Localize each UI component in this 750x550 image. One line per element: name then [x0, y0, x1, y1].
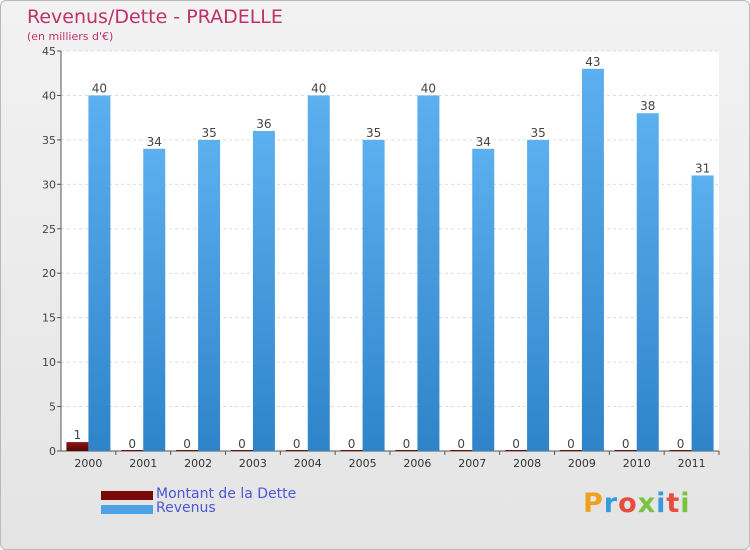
- data-label-revenus: 34: [147, 135, 162, 149]
- legend-swatch-dette: [101, 491, 153, 500]
- bar-dette: [614, 450, 637, 451]
- logo-letter: x: [637, 488, 657, 519]
- logo-letter: o: [618, 488, 638, 519]
- bar-revenus: [143, 148, 166, 451]
- data-label-dette: 0: [183, 437, 191, 451]
- data-label-dette: 0: [512, 437, 520, 451]
- x-tick-label: 2001: [129, 457, 157, 470]
- x-tick-label: 2011: [678, 457, 706, 470]
- bar-revenus: [252, 131, 275, 451]
- logo-letter: t: [666, 488, 681, 519]
- bar-dette: [66, 442, 89, 451]
- chart-title: Revenus/Dette - PRADELLE: [27, 6, 283, 28]
- bar-revenus: [307, 95, 330, 451]
- bar-dette: [176, 450, 199, 451]
- plot-area: [61, 51, 719, 451]
- x-tick-label: 2010: [623, 457, 651, 470]
- y-tick-label: 45: [42, 45, 56, 58]
- data-label-revenus: 35: [530, 126, 545, 140]
- bar-dette: [559, 450, 582, 451]
- bar-dette: [395, 450, 418, 451]
- x-tick-label: 2005: [349, 457, 377, 470]
- bar-dette: [450, 450, 473, 451]
- y-tick-label: 25: [42, 223, 56, 236]
- data-label-revenus: 43: [585, 55, 600, 69]
- logo-letter: i: [680, 488, 691, 519]
- x-tick-label: 2008: [513, 457, 541, 470]
- x-tick-label: 2000: [74, 457, 102, 470]
- data-label-revenus: 35: [366, 126, 381, 140]
- bar-revenus: [417, 95, 440, 451]
- bar-revenus: [88, 95, 111, 451]
- x-tick-label: 2003: [239, 457, 267, 470]
- data-label-dette: 0: [622, 437, 630, 451]
- data-label-revenus: 36: [256, 117, 271, 131]
- y-tick-label: 20: [42, 267, 56, 280]
- bar-revenus: [636, 113, 659, 451]
- bar-dette: [121, 450, 144, 451]
- bar-dette: [285, 450, 308, 451]
- x-tick-label: 2009: [568, 457, 596, 470]
- bar-revenus: [581, 68, 604, 452]
- bar-revenus: [691, 175, 714, 451]
- data-label-revenus: 40: [311, 81, 326, 95]
- proxiti-logo: Proxiti: [583, 488, 691, 519]
- y-tick-label: 0: [49, 445, 56, 458]
- bar-revenus: [472, 148, 495, 451]
- data-label-dette: 0: [403, 437, 411, 451]
- data-label-dette: 1: [74, 428, 82, 442]
- data-label-dette: 0: [567, 437, 575, 451]
- x-tick-label: 2006: [403, 457, 431, 470]
- data-label-revenus: 34: [476, 135, 491, 149]
- y-tick-label: 40: [42, 89, 56, 102]
- x-tick-label: 2007: [458, 457, 486, 470]
- legend-label-dette: Montant de la Dette: [156, 486, 297, 502]
- y-tick-label: 35: [42, 134, 56, 147]
- bar-revenus: [198, 139, 221, 451]
- bar-dette: [669, 450, 692, 451]
- y-tick-label: 10: [42, 356, 56, 369]
- bar-dette: [505, 450, 528, 451]
- legend-label-revenus: Revenus: [156, 500, 216, 516]
- data-label-dette: 0: [238, 437, 246, 451]
- y-tick-label: 30: [42, 178, 56, 191]
- data-label-dette: 0: [293, 437, 301, 451]
- x-tick-label: 2004: [294, 457, 322, 470]
- data-label-revenus: 35: [201, 126, 216, 140]
- data-label-dette: 0: [128, 437, 136, 451]
- logo-letter: i: [656, 488, 667, 519]
- data-label-dette: 0: [457, 437, 465, 451]
- logo-letter: r: [603, 488, 619, 519]
- bar-dette: [230, 450, 253, 451]
- data-label-revenus: 31: [695, 161, 710, 175]
- data-label-dette: 0: [348, 437, 356, 451]
- bar-revenus: [362, 139, 385, 451]
- data-label-revenus: 40: [92, 81, 107, 95]
- x-tick-label: 2002: [184, 457, 212, 470]
- data-label-dette: 0: [677, 437, 685, 451]
- bar-revenus: [527, 139, 550, 451]
- y-tick-label: 15: [42, 312, 56, 325]
- logo-letter: P: [583, 488, 604, 519]
- chart-subtitle: (en milliers d'€): [27, 30, 114, 43]
- data-label-revenus: 40: [421, 81, 436, 95]
- y-tick-label: 5: [49, 401, 56, 414]
- legend-swatch-revenus: [101, 505, 153, 514]
- data-label-revenus: 38: [640, 99, 655, 113]
- bar-dette: [340, 450, 363, 451]
